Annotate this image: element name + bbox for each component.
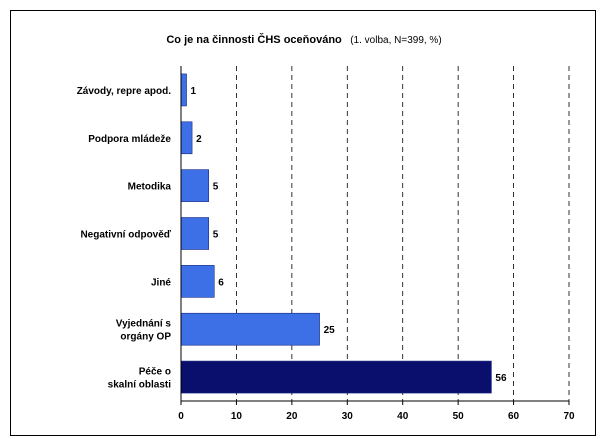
- bar: [180, 73, 187, 107]
- tick-labels: 0 10 20 30 40 50 60 70: [178, 411, 575, 422]
- chart-title: Co je na činnosti ČHS oceňováno (1. volb…: [166, 30, 441, 47]
- x-tick-label: 20: [286, 411, 298, 422]
- x-tick-label: 0: [178, 411, 184, 422]
- bars: [180, 73, 492, 394]
- grid-lines: [236, 66, 570, 401]
- data-label: 56: [495, 373, 507, 384]
- x-tick-label: 40: [397, 411, 409, 422]
- data-label: 1: [191, 86, 197, 97]
- bar: [180, 169, 210, 202]
- category-label: Jiné: [151, 277, 171, 288]
- x-tick-label: 60: [508, 411, 520, 422]
- x-tick-label: 10: [231, 411, 243, 422]
- bar: [180, 217, 210, 250]
- category-label: Vyjednání s orgány OP: [116, 319, 172, 343]
- data-label: 2: [196, 134, 202, 145]
- bar: [180, 121, 193, 155]
- category-label: Podpora mládeže: [88, 134, 171, 145]
- category-labels: Závody, repre apod. Podpora mládeže Metodi…: [77, 86, 172, 391]
- bar: [180, 265, 215, 298]
- chart-title-sub: (1. volba, N=399, %): [350, 35, 441, 46]
- bar-chart: Co je na činnosti ČHS oceňováno (1. volb…: [77, 30, 575, 422]
- bar: [180, 360, 492, 394]
- chart-title-main: Co je na činnosti ČHS oceňováno: [166, 33, 342, 46]
- chart-frame: Co je na činnosti ČHS oceňováno (1. volb…: [10, 10, 596, 436]
- category-label: Péče o skalní oblasti: [108, 367, 172, 391]
- axes: [180, 66, 570, 405]
- bar: [180, 312, 320, 346]
- x-tick-label: 70: [563, 411, 575, 422]
- data-label: 5: [213, 230, 219, 241]
- x-tick-label: 50: [453, 411, 465, 422]
- category-label: Metodika: [128, 182, 172, 193]
- data-label: 6: [218, 277, 224, 288]
- category-label: Závody, repre apod.: [77, 86, 172, 97]
- x-tick-label: 30: [342, 411, 354, 422]
- data-label: 25: [324, 325, 336, 336]
- category-label: Negativní odpověď: [80, 230, 171, 241]
- data-label: 5: [213, 182, 219, 193]
